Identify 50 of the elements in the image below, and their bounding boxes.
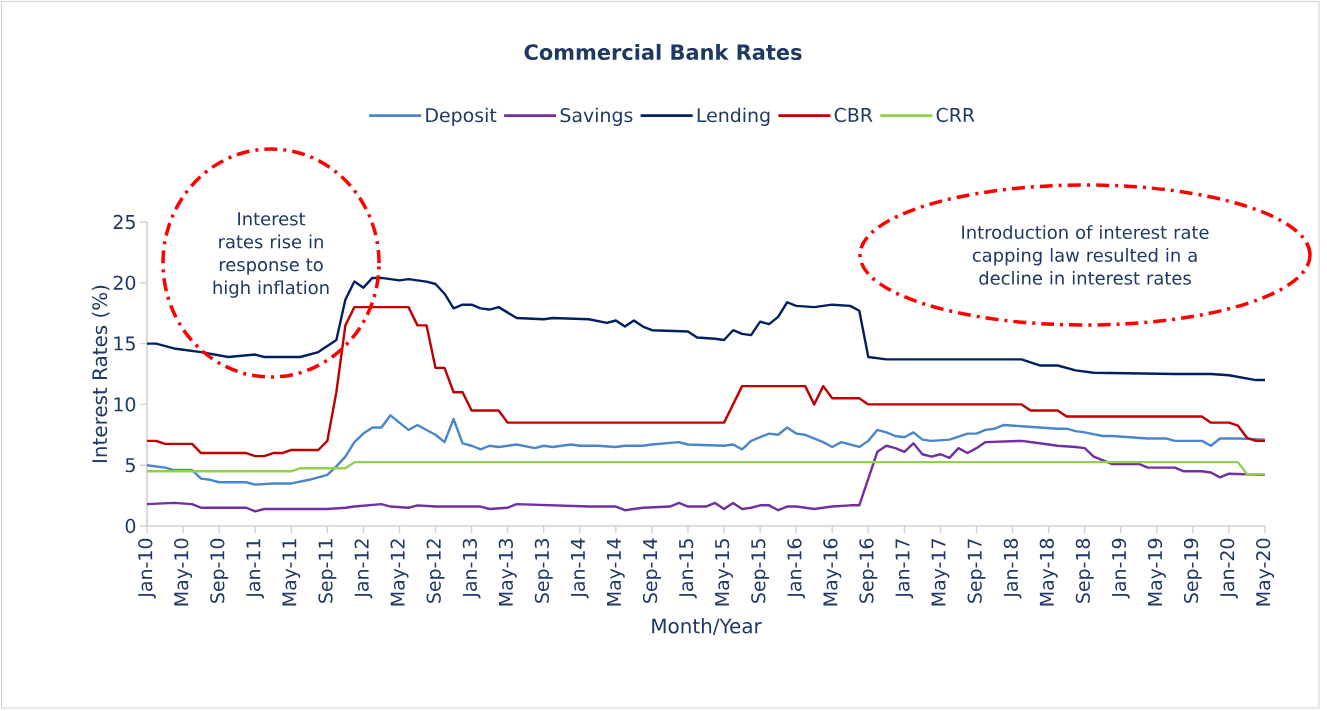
annotation: Introduction of interest rate capping law resulted in a decline in interest rates bbox=[962, 225, 1209, 285]
x-tick-label: Sep-15 bbox=[751, 539, 770, 603]
legend-label: CRR bbox=[936, 107, 975, 123]
legend-label: Deposit bbox=[426, 107, 497, 126]
x-tick-label: May-15 bbox=[715, 539, 733, 606]
x-tick-label: May-16 bbox=[823, 538, 842, 606]
x-tick-label: Jan-18 bbox=[1003, 538, 1022, 599]
x-tick-label: May-20 bbox=[1256, 538, 1275, 606]
y-axis-title: Interest Rates (%) bbox=[91, 285, 110, 463]
x-tick-label: Sep-14 bbox=[642, 538, 661, 603]
x-tick-label: Jan-11 bbox=[246, 539, 264, 599]
x-tick-label: May-10 bbox=[174, 538, 193, 606]
legend-label: Lending bbox=[697, 107, 770, 126]
chart-title: Commercial Bank Rates bbox=[524, 43, 802, 61]
legend-label: Savings bbox=[560, 107, 633, 126]
x-tick-label: Jan-12 bbox=[354, 539, 373, 599]
x-tick-label: Sep-17 bbox=[967, 539, 986, 603]
y-tick-label: 10 bbox=[114, 397, 136, 412]
x-tick-label: Sep-11 bbox=[318, 539, 337, 603]
x-tick-label: May-14 bbox=[606, 538, 625, 606]
x-tick-label: May-11 bbox=[282, 539, 301, 606]
x-tick-label: Jan-13 bbox=[462, 539, 481, 599]
x-tick-label: Jan-15 bbox=[679, 539, 697, 599]
x-tick-label: Sep-10 bbox=[210, 538, 229, 603]
x-tick-label: Jan-16 bbox=[787, 538, 806, 599]
y-tick-label: 0 bbox=[125, 518, 136, 534]
y-tick-label: 25 bbox=[113, 214, 135, 230]
x-tick-label: Jan-17 bbox=[895, 539, 914, 599]
x-tick-label: Jan-19 bbox=[1111, 538, 1130, 599]
x-tick-label: May-17 bbox=[931, 539, 950, 606]
x-tick-label: May-12 bbox=[390, 539, 409, 606]
line-series bbox=[145, 460, 1267, 476]
x-tick-label: May-13 bbox=[498, 539, 517, 606]
x-tick-label: May-18 bbox=[1039, 538, 1058, 606]
line-series bbox=[145, 305, 1267, 458]
x-tick-label: Sep-18 bbox=[1075, 538, 1094, 603]
y-tick-label: 5 bbox=[125, 458, 135, 473]
x-tick-label: Sep-12 bbox=[426, 539, 445, 603]
x-tick-label: Jan-20 bbox=[1220, 538, 1238, 599]
x-tick-label: Jan-14 bbox=[570, 538, 589, 599]
legend-label: CBR bbox=[834, 107, 873, 123]
x-axis-title: Month/Year bbox=[652, 618, 762, 636]
x-tick-label: Jan-10 bbox=[138, 538, 156, 599]
x-tick-label: Sep-13 bbox=[534, 539, 553, 603]
x-tick-label: Sep-19 bbox=[1183, 538, 1202, 603]
y-tick-label: 15 bbox=[114, 336, 135, 351]
x-tick-label: May-19 bbox=[1147, 538, 1166, 606]
y-tick-label: 20 bbox=[113, 275, 136, 290]
annotation: Interest rates rise in response to high inflation bbox=[213, 212, 329, 298]
x-tick-label: Sep-16 bbox=[859, 538, 878, 603]
